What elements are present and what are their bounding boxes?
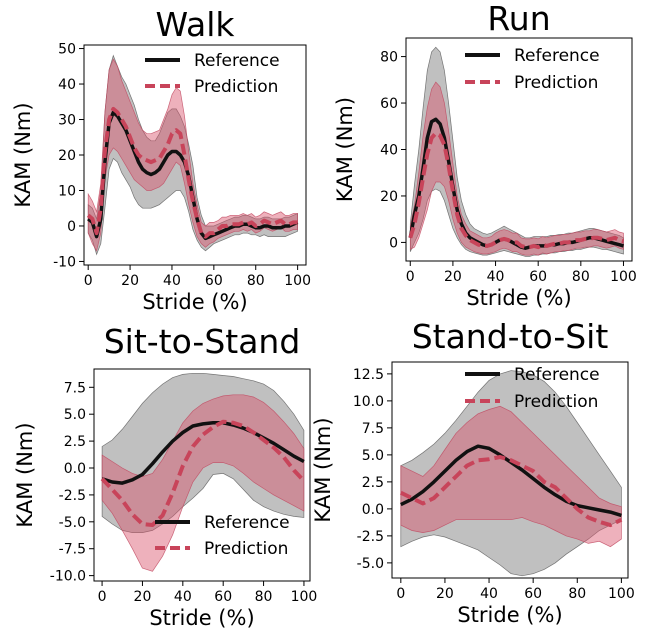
plot-area <box>399 370 623 577</box>
series-line-reference <box>101 421 305 485</box>
y-tick-label: 20 <box>380 189 398 205</box>
y-axis-label: KAM (Nm) <box>11 102 35 207</box>
x-tick-label: 60 <box>214 589 232 605</box>
x-tick-label: 100 <box>284 273 311 289</box>
plot-area <box>408 46 625 257</box>
x-tick-label: 40 <box>174 589 192 605</box>
series-line-prediction <box>86 106 298 239</box>
y-tick-label: 2.5 <box>362 475 384 491</box>
y-tick-label: 80 <box>380 50 398 66</box>
y-tick-label: 50 <box>58 42 76 58</box>
chart-panel-walk: 0 20 40 60 80 100 -10 0 10 20 30 40 50 Walk Stride (%)… <box>11 5 311 314</box>
axes-frame <box>93 368 311 582</box>
x-tick-label: 100 <box>608 586 635 602</box>
x-tick-label: 0 <box>406 269 415 285</box>
plot-area <box>86 54 299 256</box>
y-tick-label: -7.5 <box>59 542 86 558</box>
y-tick-label: 0 <box>67 219 76 235</box>
y-axis-label: KAM (Nm) <box>13 422 37 527</box>
y-tick-label: 20 <box>58 148 76 164</box>
y-axis-label: KAM (Nm) <box>333 97 357 202</box>
x-tick-label: 40 <box>163 273 181 289</box>
plot-area <box>100 372 306 572</box>
legend-label-reference: Reference <box>514 365 600 385</box>
y-tick-label: 0 <box>389 235 398 251</box>
chart-title: Walk <box>155 5 235 44</box>
legend: Reference Prediction <box>155 513 290 559</box>
y-tick-label: 7.5 <box>64 380 86 396</box>
series-line-prediction <box>100 419 306 527</box>
y-tick-label: 7.5 <box>362 421 384 437</box>
series-line-prediction <box>408 131 625 250</box>
x-tick-label: 80 <box>568 586 586 602</box>
legend-label-reference: Reference <box>204 513 290 533</box>
band-reference <box>87 54 298 256</box>
x-tick-label: 60 <box>529 269 547 285</box>
x-tick-label: 100 <box>291 589 318 605</box>
legend-label-reference: Reference <box>514 46 600 66</box>
y-tick-label: 5.0 <box>64 407 86 423</box>
x-tick-label: 80 <box>247 273 265 289</box>
y-tick-label: -10.0 <box>50 569 86 585</box>
y-tick-label: 40 <box>380 143 398 159</box>
x-tick-label: 0 <box>98 589 107 605</box>
x-tick-label: 0 <box>396 586 405 602</box>
chart-panel-sit-to-stand: 0 20 40 60 80 100 -10.0 -7.5 -5.0 -2.5 0.0 2.5 5.0 7.… <box>13 322 317 630</box>
chart-panel-stand-to-sit: 0 20 40 60 80 100 -5.0 -2.5 0.0 2.5 5.0 7.5 10.0 12.5… <box>311 317 635 627</box>
y-tick-label: -2.5 <box>357 529 384 545</box>
x-tick-label: 0 <box>84 273 93 289</box>
x-tick-label: 40 <box>480 586 498 602</box>
legend-label-prediction: Prediction <box>514 392 598 412</box>
y-tick-label: 0.0 <box>362 502 384 518</box>
band-prediction <box>87 58 298 252</box>
y-tick-label: 30 <box>58 113 76 129</box>
legend: Reference Prediction <box>465 365 600 412</box>
y-tick-label: -10 <box>53 254 76 270</box>
x-tick-label: 80 <box>255 589 273 605</box>
x-tick-label: 20 <box>134 589 152 605</box>
x-tick-label: 100 <box>610 269 637 285</box>
y-tick-label: 5.0 <box>362 448 384 464</box>
y-tick-label: -5.0 <box>59 515 86 531</box>
legend-label-prediction: Prediction <box>194 77 278 97</box>
x-axis-label: Stride (%) <box>149 606 254 630</box>
x-tick-label: 80 <box>572 269 590 285</box>
legend-label-prediction: Prediction <box>514 73 598 93</box>
y-tick-label: 10 <box>58 183 76 199</box>
legend-label-reference: Reference <box>194 51 280 71</box>
chart-title: Stand-to-Sit <box>412 317 609 356</box>
legend-label-prediction: Prediction <box>204 539 288 559</box>
x-tick-label: 20 <box>121 273 139 289</box>
x-tick-label: 20 <box>436 586 454 602</box>
y-tick-label: -2.5 <box>59 488 86 504</box>
y-tick-label: 60 <box>380 96 398 112</box>
band-prediction <box>400 405 622 548</box>
x-axis-label: Stride (%) <box>457 603 562 627</box>
series-line-prediction <box>399 455 623 528</box>
x-axis-label: Stride (%) <box>466 286 571 310</box>
y-tick-label: 12.5 <box>353 367 384 383</box>
y-tick-label: 10.0 <box>353 394 384 410</box>
legend: Reference Prediction <box>465 46 600 93</box>
axes-frame <box>391 361 629 579</box>
x-tick-label: 60 <box>205 273 223 289</box>
chart-title: Sit-to-Stand <box>104 322 301 361</box>
y-tick-label: 2.5 <box>64 434 86 450</box>
legend: Reference Prediction <box>145 51 280 97</box>
y-tick-label: 40 <box>58 77 76 93</box>
x-tick-label: 40 <box>487 269 505 285</box>
x-axis-label: Stride (%) <box>142 290 247 314</box>
band-reference <box>409 46 624 257</box>
x-tick-label: 60 <box>524 586 542 602</box>
y-tick-label: 0.0 <box>64 461 86 477</box>
chart-panel-run: 0 20 40 60 80 100 0 20 40 60 80 Run Stride (%) KAM (N… <box>333 0 637 310</box>
y-tick-label: -5.0 <box>357 556 384 572</box>
y-axis-label: KAM (Nm) <box>311 417 335 522</box>
x-tick-label: 20 <box>444 269 462 285</box>
chart-title: Run <box>487 0 550 38</box>
